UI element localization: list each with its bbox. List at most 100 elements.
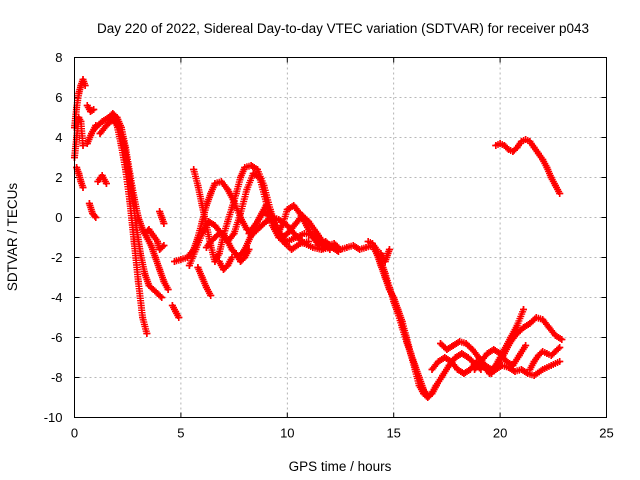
data-point	[488, 370, 496, 377]
data-point	[381, 270, 389, 277]
data-point	[211, 180, 219, 187]
data-point	[524, 370, 532, 377]
series-pass-u	[245, 202, 342, 255]
series-pass-f	[85, 200, 100, 221]
data-point	[194, 264, 202, 271]
x-tick-label: 25	[599, 426, 613, 441]
y-tick-label: 8	[55, 50, 62, 65]
data-point	[149, 286, 157, 293]
y-tick-label: -8	[51, 370, 63, 385]
series-pass-ab	[488, 306, 528, 377]
data-point	[224, 262, 232, 269]
data-point	[88, 130, 96, 137]
data-point	[368, 240, 376, 247]
data-point	[305, 238, 313, 245]
data-point	[156, 208, 164, 215]
x-tick-label: 10	[280, 426, 294, 441]
series-pass-d	[83, 102, 98, 115]
data-point	[551, 348, 559, 355]
data-point	[124, 164, 132, 171]
data-point	[428, 366, 436, 373]
data-point	[160, 242, 168, 249]
data-point	[190, 166, 198, 173]
data-point	[543, 350, 551, 357]
data-point	[515, 352, 523, 359]
y-tick-label: -4	[51, 290, 63, 305]
data-point	[556, 190, 564, 197]
data-point	[230, 230, 238, 237]
data-point	[530, 358, 538, 365]
data-point	[111, 116, 119, 123]
data-point	[241, 254, 249, 261]
data-point	[145, 226, 153, 233]
data-point	[260, 182, 268, 189]
data-point	[115, 124, 123, 131]
data-point	[177, 256, 185, 263]
data-point	[520, 324, 528, 331]
data-point	[511, 368, 519, 375]
data-point	[102, 180, 110, 187]
series-pass-k	[141, 226, 168, 253]
data-point	[509, 362, 517, 369]
data-point	[454, 366, 462, 373]
series-pass-c	[73, 164, 87, 191]
data-point	[215, 258, 223, 265]
data-point	[245, 246, 253, 253]
data-point	[79, 184, 87, 191]
series-pass-g	[94, 172, 110, 187]
data-point	[292, 234, 300, 241]
data-point	[373, 246, 381, 253]
data-point	[77, 178, 85, 185]
data-point	[507, 334, 515, 341]
data-point	[385, 284, 393, 291]
data-point	[551, 332, 559, 339]
data-point	[402, 338, 410, 345]
data-point	[296, 240, 304, 247]
data-point	[207, 238, 215, 245]
data-point	[547, 352, 555, 359]
data-point	[185, 262, 193, 269]
y-tick-label: -6	[51, 330, 63, 345]
data-point	[136, 250, 144, 257]
data-point	[79, 142, 87, 149]
data-point	[258, 210, 266, 217]
data-point	[509, 148, 517, 155]
data-point	[520, 306, 528, 313]
data-point	[288, 246, 296, 253]
x-axis-title: GPS time / hours	[289, 459, 392, 474]
data-point	[158, 214, 166, 221]
data-point	[432, 382, 440, 389]
grid	[74, 57, 607, 418]
data-point	[211, 222, 219, 229]
data-point	[492, 142, 500, 149]
data-point	[194, 182, 202, 189]
y-tick-label: -10	[44, 410, 63, 425]
data-point	[156, 246, 164, 253]
series-pass-l	[156, 208, 168, 227]
axis-tick-labels: 0 5 10 15 20 25 -10 -8 -6 -4 -2 0 2 4 6 8	[44, 50, 614, 441]
series-layer	[71, 76, 566, 401]
data-point	[232, 250, 240, 257]
data-point	[153, 238, 161, 245]
data-point	[547, 174, 555, 181]
data-point	[207, 292, 215, 299]
data-point	[77, 118, 85, 125]
data-point	[75, 170, 83, 177]
data-point	[356, 246, 364, 253]
data-point	[513, 322, 521, 329]
data-point	[207, 190, 215, 197]
data-point	[158, 294, 166, 301]
data-point	[172, 308, 180, 315]
data-point	[362, 244, 370, 251]
data-point	[232, 190, 240, 197]
data-point	[434, 358, 442, 365]
data-point	[224, 186, 232, 193]
data-point	[330, 240, 338, 247]
data-point	[228, 246, 236, 253]
data-point	[83, 102, 91, 109]
data-point	[236, 258, 244, 265]
data-point	[437, 340, 445, 347]
data-point	[449, 342, 457, 349]
data-point	[132, 222, 140, 229]
